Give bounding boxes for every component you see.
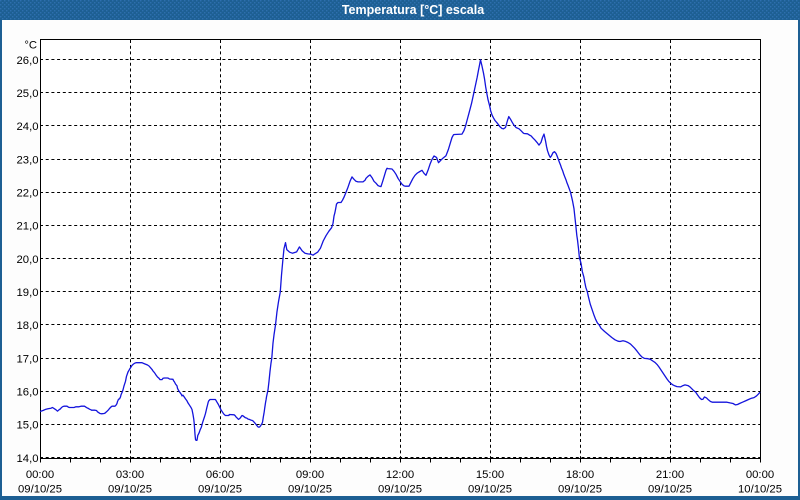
- svg-text:09/10/25: 09/10/25: [468, 483, 512, 495]
- svg-text:06:00: 06:00: [206, 469, 234, 481]
- svg-text:25,0: 25,0: [17, 88, 39, 100]
- svg-text:03:00: 03:00: [116, 469, 144, 481]
- svg-text:00:00: 00:00: [746, 469, 774, 481]
- svg-text:16,0: 16,0: [17, 387, 39, 399]
- svg-text:22,0: 22,0: [17, 188, 39, 200]
- svg-text:14,0: 14,0: [17, 453, 39, 465]
- svg-text:15:00: 15:00: [476, 469, 504, 481]
- svg-text:09/10/25: 09/10/25: [18, 483, 62, 495]
- svg-text:12:00: 12:00: [386, 469, 414, 481]
- svg-text:17,0: 17,0: [17, 353, 39, 365]
- svg-text:20,0: 20,0: [17, 254, 39, 266]
- svg-text:19,0: 19,0: [17, 287, 39, 299]
- svg-text:09/10/25: 09/10/25: [198, 483, 242, 495]
- svg-text:21:00: 21:00: [656, 469, 684, 481]
- svg-text:09/10/25: 09/10/25: [288, 483, 332, 495]
- svg-text:00:00: 00:00: [26, 469, 54, 481]
- svg-text:°C: °C: [24, 40, 37, 52]
- svg-text:23,0: 23,0: [17, 154, 39, 166]
- svg-text:26,0: 26,0: [17, 55, 39, 67]
- svg-text:09:00: 09:00: [296, 469, 324, 481]
- svg-text:21,0: 21,0: [17, 221, 39, 233]
- svg-text:10/10/25: 10/10/25: [738, 483, 782, 495]
- svg-text:18:00: 18:00: [566, 469, 594, 481]
- svg-text:09/10/25: 09/10/25: [108, 483, 152, 495]
- svg-text:09/10/25: 09/10/25: [378, 483, 422, 495]
- svg-text:15,0: 15,0: [17, 420, 39, 432]
- svg-text:09/10/25: 09/10/25: [558, 483, 602, 495]
- svg-text:09/10/25: 09/10/25: [648, 483, 692, 495]
- svg-text:24,0: 24,0: [17, 121, 39, 133]
- svg-text:18,0: 18,0: [17, 320, 39, 332]
